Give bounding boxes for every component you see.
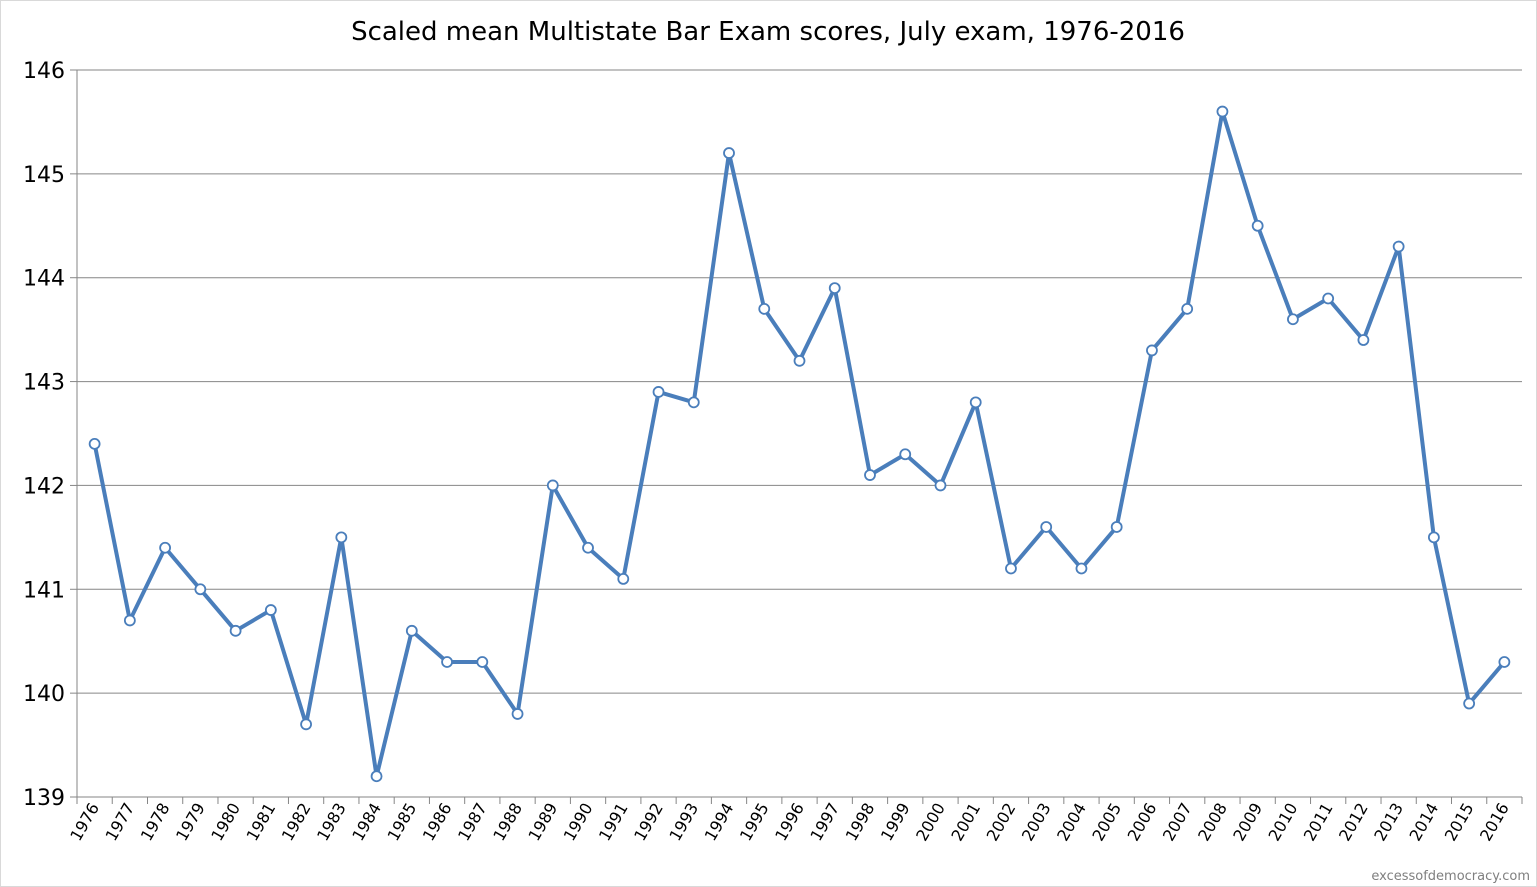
y-tick-label: 145 bbox=[23, 163, 65, 188]
x-tick-label: 1994 bbox=[701, 800, 738, 845]
data-point-1992 bbox=[652, 386, 665, 398]
data-point-2009 bbox=[1251, 219, 1264, 232]
data-point-1987 bbox=[476, 656, 489, 668]
gridlines bbox=[77, 69, 1522, 694]
data-point-1981 bbox=[264, 604, 277, 616]
data-point-1996 bbox=[793, 354, 806, 367]
x-tick-label: 1991 bbox=[595, 800, 632, 845]
x-tick-label: 2002 bbox=[983, 799, 1020, 844]
x-axis-ticks: 1976197719781979198019811982198319841985… bbox=[66, 797, 1523, 845]
x-tick-label: 1990 bbox=[560, 800, 597, 845]
x-tick-label: 2014 bbox=[1406, 800, 1443, 845]
x-tick-label: 1977 bbox=[102, 800, 139, 845]
data-point-1990 bbox=[582, 541, 594, 554]
y-tick-label: 144 bbox=[23, 267, 65, 292]
x-tick-label: 1982 bbox=[278, 800, 315, 845]
x-tick-label: 1980 bbox=[207, 800, 244, 845]
data-point-2001 bbox=[969, 396, 982, 409]
data-point-2013 bbox=[1392, 240, 1405, 253]
chart-title: Scaled mean Multistate Bar Exam scores, … bbox=[351, 17, 1185, 47]
x-tick-label: 2008 bbox=[1194, 800, 1231, 845]
data-point-2015 bbox=[1463, 697, 1476, 710]
x-tick-label: 1979 bbox=[172, 800, 209, 845]
y-tick-label: 139 bbox=[23, 786, 65, 811]
data-point-2014 bbox=[1427, 531, 1440, 544]
x-tick-label: 1996 bbox=[771, 800, 808, 845]
data-point-1983 bbox=[335, 531, 348, 544]
x-tick-label: 2011 bbox=[1300, 800, 1337, 845]
data-point-2000 bbox=[934, 479, 947, 492]
data-point-1995 bbox=[758, 302, 771, 315]
x-tick-label: 1997 bbox=[806, 800, 843, 845]
data-point-2011 bbox=[1322, 292, 1335, 305]
data-point-1991 bbox=[617, 573, 630, 585]
data-point-1979 bbox=[194, 583, 207, 596]
source-credit: excessofdemocracy.com bbox=[1371, 869, 1530, 884]
x-tick-label: 1992 bbox=[630, 800, 667, 845]
data-point-2003 bbox=[1040, 521, 1053, 533]
x-tick-label: 1978 bbox=[137, 800, 174, 845]
x-tick-label: 2007 bbox=[1159, 800, 1196, 845]
data-point-1986 bbox=[441, 656, 453, 668]
x-tick-label: 2001 bbox=[947, 800, 984, 845]
series-line bbox=[92, 109, 1506, 779]
x-tick-label: 2012 bbox=[1335, 800, 1372, 845]
data-point-1984 bbox=[370, 770, 383, 783]
data-point-2012 bbox=[1357, 334, 1370, 346]
x-tick-label: 1995 bbox=[736, 800, 773, 845]
data-point-2010 bbox=[1287, 313, 1299, 326]
data-point-2004 bbox=[1075, 562, 1088, 575]
x-tick-label: 1983 bbox=[313, 800, 350, 845]
x-tick-label: 2003 bbox=[1018, 800, 1055, 845]
data-point-1997 bbox=[828, 282, 841, 295]
x-tick-label: 2000 bbox=[912, 800, 949, 845]
x-tick-label: 1981 bbox=[242, 800, 279, 845]
x-tick-label: 2005 bbox=[1088, 800, 1125, 845]
series-group bbox=[88, 105, 1511, 783]
data-point-2002 bbox=[1005, 562, 1017, 575]
data-point-1985 bbox=[405, 624, 418, 637]
y-axis-ticks: 139 140 141 142 143 144 145 146 bbox=[23, 59, 77, 811]
x-tick-label: 1993 bbox=[665, 800, 702, 845]
axes bbox=[76, 70, 1522, 798]
x-tick-label: 1976 bbox=[66, 800, 103, 845]
data-point-1998 bbox=[864, 469, 876, 481]
data-point-1999 bbox=[899, 448, 912, 461]
data-point-2016 bbox=[1498, 656, 1511, 668]
data-point-1993 bbox=[687, 396, 700, 409]
data-point-2005 bbox=[1110, 521, 1123, 533]
y-tick-label: 143 bbox=[23, 371, 65, 396]
x-tick-label: 2015 bbox=[1441, 800, 1478, 845]
data-point-1994 bbox=[723, 147, 735, 159]
y-tick-label: 141 bbox=[23, 578, 65, 603]
x-tick-label: 2009 bbox=[1229, 800, 1266, 845]
data-point-1989 bbox=[546, 479, 559, 492]
x-tick-label: 1988 bbox=[489, 800, 526, 845]
data-point-2008 bbox=[1216, 105, 1229, 118]
x-tick-label: 2013 bbox=[1370, 800, 1407, 845]
data-point-1980 bbox=[229, 624, 242, 637]
x-tick-label: 2010 bbox=[1265, 800, 1302, 845]
x-tick-label: 1985 bbox=[383, 800, 420, 845]
x-tick-label: 1987 bbox=[454, 800, 491, 845]
data-point-1982 bbox=[300, 718, 312, 731]
y-tick-label: 140 bbox=[23, 682, 65, 707]
y-tick-label: 146 bbox=[23, 59, 65, 84]
data-point-1976 bbox=[88, 437, 101, 450]
x-tick-label: 1989 bbox=[524, 800, 561, 845]
x-tick-label: 2006 bbox=[1124, 800, 1161, 845]
y-tick-label: 142 bbox=[23, 474, 65, 499]
x-tick-label: 1999 bbox=[877, 800, 914, 845]
x-tick-label: 1986 bbox=[419, 800, 456, 845]
x-tick-label: 1984 bbox=[348, 800, 385, 845]
x-tick-label: 1998 bbox=[842, 800, 879, 845]
x-tick-label: 2016 bbox=[1476, 800, 1513, 845]
x-tick-label: 2004 bbox=[1053, 800, 1090, 845]
data-point-2007 bbox=[1181, 302, 1194, 315]
data-point-1978 bbox=[159, 541, 172, 554]
data-point-1977 bbox=[123, 614, 136, 627]
data-point-2006 bbox=[1146, 344, 1158, 357]
data-point-1988 bbox=[511, 708, 524, 720]
